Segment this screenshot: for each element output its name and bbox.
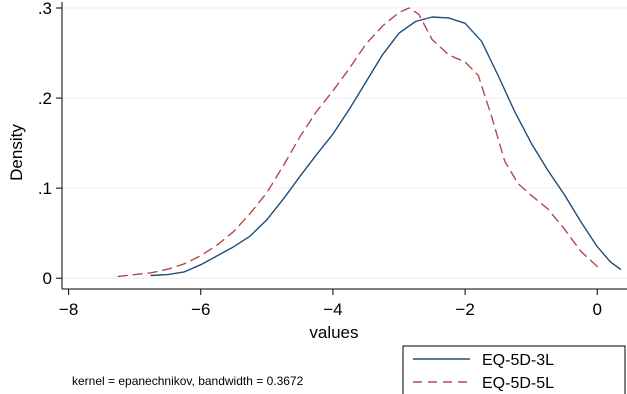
grid-lines <box>62 7 627 279</box>
legend-box <box>402 345 626 394</box>
axes <box>61 2 627 290</box>
x-tick-label: 0 <box>593 300 602 319</box>
y-tick-label: .2 <box>38 89 52 108</box>
x-ticks: −8 −6 −4 −2 0 <box>59 289 602 319</box>
kernel-note: kernel = epanechnikov, bandwidth = 0.367… <box>72 374 304 388</box>
y-tick-label: .3 <box>38 0 52 18</box>
series-line-eq5d3l <box>150 16 622 277</box>
legend-label-eq5d3l: EQ-5D-3L <box>482 352 554 369</box>
x-axis-title: values <box>309 323 358 342</box>
y-tick-label: .1 <box>38 179 52 198</box>
x-tick-label: −6 <box>191 300 210 319</box>
legend-label-eq5d5l: EQ-5D-5L <box>482 375 554 392</box>
y-axis-title: Density <box>7 124 26 181</box>
y-ticks: 0 .1 .2 .3 <box>38 0 62 288</box>
series-layer <box>117 7 622 278</box>
series-line-eq5d5l <box>117 7 598 278</box>
x-tick-label: −4 <box>323 300 342 319</box>
x-tick-label: −2 <box>455 300 474 319</box>
legend: EQ-5D-3L EQ-5D-5L <box>402 345 626 394</box>
x-tick-label: −8 <box>59 300 78 319</box>
y-tick-label: 0 <box>43 269 52 288</box>
